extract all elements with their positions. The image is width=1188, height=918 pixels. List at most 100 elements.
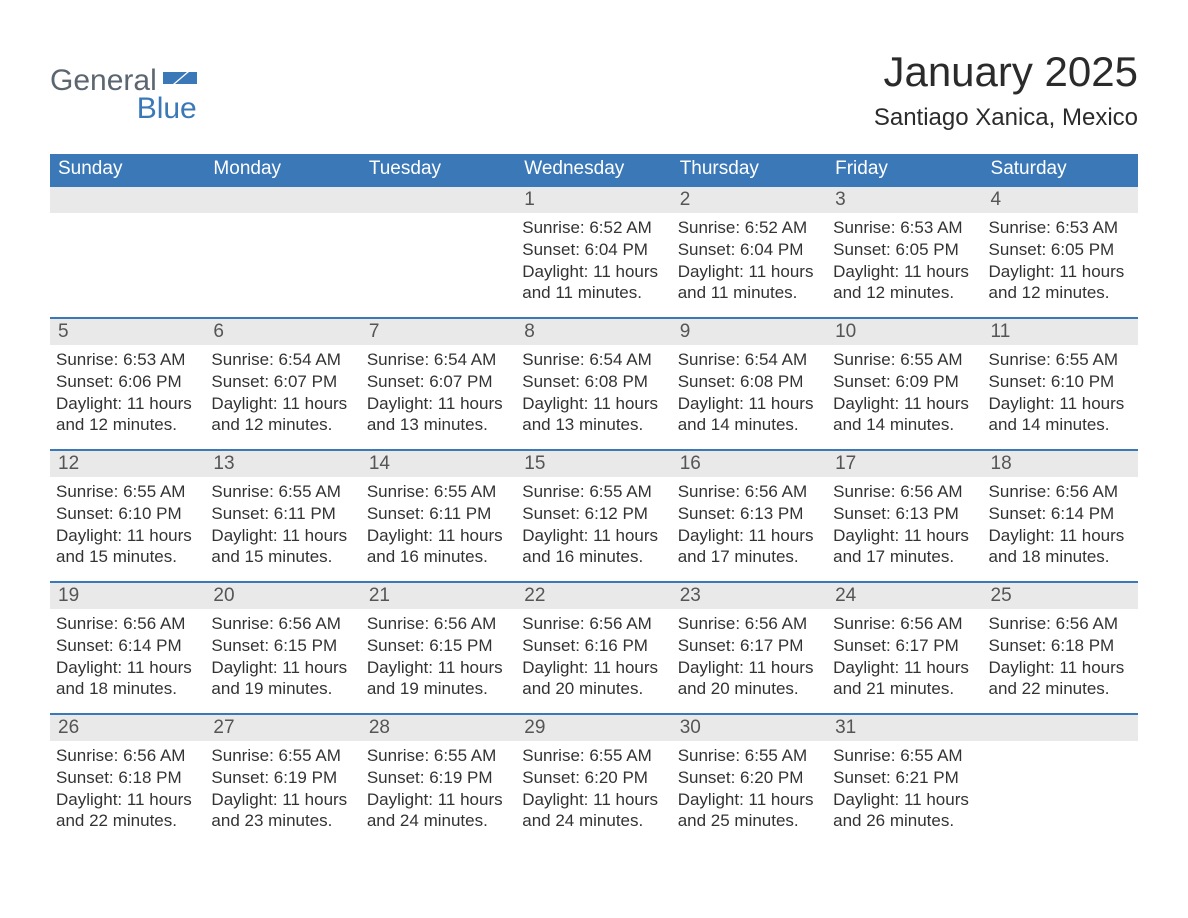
- daylight-text-2: and 22 minutes.: [56, 810, 199, 832]
- day-number: 16: [680, 453, 701, 474]
- day-number: 13: [213, 453, 234, 474]
- day-cell: [205, 187, 360, 317]
- day-number: 12: [58, 453, 79, 474]
- day-body: [56, 213, 199, 217]
- day-body: Sunrise: 6:55 AMSunset: 6:20 PMDaylight:…: [522, 741, 665, 832]
- day-number: 4: [991, 189, 1002, 210]
- sunset-text: Sunset: 6:20 PM: [522, 767, 665, 789]
- daylight-text-2: and 11 minutes.: [522, 282, 665, 304]
- weekday-mon: Monday: [205, 154, 360, 185]
- day-number-row: 14: [361, 451, 516, 477]
- sunset-text: Sunset: 6:10 PM: [989, 371, 1132, 393]
- day-body: Sunrise: 6:53 AMSunset: 6:06 PMDaylight:…: [56, 345, 199, 436]
- day-cell: 12Sunrise: 6:55 AMSunset: 6:10 PMDayligh…: [50, 451, 205, 581]
- logo-word2: Blue: [50, 94, 197, 124]
- day-cell: 30Sunrise: 6:55 AMSunset: 6:20 PMDayligh…: [672, 715, 827, 845]
- day-number-row: 30: [672, 715, 827, 741]
- daylight-text-1: Daylight: 11 hours: [989, 657, 1132, 679]
- day-body: Sunrise: 6:54 AMSunset: 6:08 PMDaylight:…: [678, 345, 821, 436]
- day-body: Sunrise: 6:56 AMSunset: 6:16 PMDaylight:…: [522, 609, 665, 700]
- logo-line1: General: [50, 60, 197, 96]
- daylight-text-2: and 14 minutes.: [989, 414, 1132, 436]
- day-body: Sunrise: 6:53 AMSunset: 6:05 PMDaylight:…: [989, 213, 1132, 304]
- day-number-row: 28: [361, 715, 516, 741]
- day-cell: 7Sunrise: 6:54 AMSunset: 6:07 PMDaylight…: [361, 319, 516, 449]
- sunset-text: Sunset: 6:13 PM: [678, 503, 821, 525]
- day-cell: 29 Sunrise: 6:55 AMSunset: 6:20 PMDayligh…: [516, 715, 671, 845]
- daylight-text-2: and 14 minutes.: [678, 414, 821, 436]
- day-body: Sunrise: 6:56 AMSunset: 6:17 PMDaylight:…: [833, 609, 976, 700]
- sunrise-text: Sunrise: 6:55 AM: [522, 481, 665, 503]
- day-cell: 24Sunrise: 6:56 AMSunset: 6:17 PMDayligh…: [827, 583, 982, 713]
- daylight-text-1: Daylight: 11 hours: [211, 657, 354, 679]
- daylight-text-2: and 14 minutes.: [833, 414, 976, 436]
- daylight-text-2: and 20 minutes.: [522, 678, 665, 700]
- sunrise-text: Sunrise: 6:55 AM: [833, 745, 976, 767]
- day-number: [991, 717, 996, 738]
- daylight-text-1: Daylight: 11 hours: [833, 261, 976, 283]
- day-cell: 17Sunrise: 6:56 AMSunset: 6:13 PMDayligh…: [827, 451, 982, 581]
- day-cell: 18Sunrise: 6:56 AMSunset: 6:14 PMDayligh…: [983, 451, 1138, 581]
- sunset-text: Sunset: 6:14 PM: [56, 635, 199, 657]
- daylight-text-2: and 12 minutes.: [833, 282, 976, 304]
- sunrise-text: Sunrise: 6:54 AM: [367, 349, 510, 371]
- day-body: Sunrise: 6:55 AMSunset: 6:11 PMDaylight:…: [211, 477, 354, 568]
- day-body: Sunrise: 6:54 AMSunset: 6:08 PMDaylight:…: [522, 345, 665, 436]
- sunrise-text: Sunrise: 6:55 AM: [367, 745, 510, 767]
- day-number: [213, 189, 218, 210]
- day-cell: 11Sunrise: 6:55 AMSunset: 6:10 PMDayligh…: [983, 319, 1138, 449]
- daylight-text-2: and 15 minutes.: [211, 546, 354, 568]
- day-number-row: 23: [672, 583, 827, 609]
- sunset-text: Sunset: 6:21 PM: [833, 767, 976, 789]
- day-number: 21: [369, 585, 390, 606]
- day-cell: 19Sunrise: 6:56 AMSunset: 6:14 PMDayligh…: [50, 583, 205, 713]
- day-number-row: 24: [827, 583, 982, 609]
- day-number-row: [361, 187, 516, 213]
- day-number: 1: [524, 189, 535, 210]
- sunrise-text: Sunrise: 6:55 AM: [367, 481, 510, 503]
- day-cell: 8Sunrise: 6:54 AMSunset: 6:08 PMDaylight…: [516, 319, 671, 449]
- week-row: 19Sunrise: 6:56 AMSunset: 6:14 PMDayligh…: [50, 581, 1138, 713]
- daylight-text-2: and 16 minutes.: [367, 546, 510, 568]
- day-body: Sunrise: 6:55 AMSunset: 6:21 PMDaylight:…: [833, 741, 976, 832]
- calendar-page: General Blue January 2025 Santiago Xanic…: [0, 0, 1188, 885]
- day-number: 30: [680, 717, 701, 738]
- daylight-text-1: Daylight: 11 hours: [833, 657, 976, 679]
- sunrise-text: Sunrise: 6:54 AM: [522, 349, 665, 371]
- daylight-text-2: and 23 minutes.: [211, 810, 354, 832]
- sunrise-text: Sunrise: 6:56 AM: [678, 613, 821, 635]
- sunrise-text: Sunrise: 6:55 AM: [678, 745, 821, 767]
- day-cell: 4 Sunrise: 6:53 AMSunset: 6:05 PMDaylight…: [983, 187, 1138, 317]
- day-number: 15: [524, 453, 545, 474]
- day-cell: 9Sunrise: 6:54 AMSunset: 6:08 PMDaylight…: [672, 319, 827, 449]
- day-cell: [361, 187, 516, 317]
- daylight-text-2: and 13 minutes.: [367, 414, 510, 436]
- week-row: 26Sunrise: 6:56 AMSunset: 6:18 PMDayligh…: [50, 713, 1138, 845]
- daylight-text-2: and 17 minutes.: [833, 546, 976, 568]
- day-body: Sunrise: 6:53 AMSunset: 6:05 PMDaylight:…: [833, 213, 976, 304]
- month-title: January 2025: [874, 48, 1138, 96]
- daylight-text-2: and 12 minutes.: [56, 414, 199, 436]
- day-body: Sunrise: 6:56 AMSunset: 6:14 PMDaylight:…: [989, 477, 1132, 568]
- day-number-row: 20: [205, 583, 360, 609]
- daylight-text-1: Daylight: 11 hours: [678, 525, 821, 547]
- day-number-row: [50, 187, 205, 213]
- day-number: 14: [369, 453, 390, 474]
- day-body: Sunrise: 6:55 AMSunset: 6:19 PMDaylight:…: [367, 741, 510, 832]
- sunrise-text: Sunrise: 6:53 AM: [833, 217, 976, 239]
- day-number-row: 2: [672, 187, 827, 213]
- daylight-text-1: Daylight: 11 hours: [211, 525, 354, 547]
- daylight-text-1: Daylight: 11 hours: [56, 393, 199, 415]
- day-number-row: 16: [672, 451, 827, 477]
- weekday-tue: Tuesday: [361, 154, 516, 185]
- day-cell: 16Sunrise: 6:56 AMSunset: 6:13 PMDayligh…: [672, 451, 827, 581]
- logo: General Blue: [50, 48, 197, 124]
- daylight-text-2: and 15 minutes.: [56, 546, 199, 568]
- daylight-text-1: Daylight: 11 hours: [522, 261, 665, 283]
- day-number-row: 17: [827, 451, 982, 477]
- day-number-row: 7: [361, 319, 516, 345]
- day-number: 26: [58, 717, 79, 738]
- day-cell: 27Sunrise: 6:55 AMSunset: 6:19 PMDayligh…: [205, 715, 360, 845]
- sunrise-text: Sunrise: 6:56 AM: [522, 613, 665, 635]
- day-number: 29: [524, 717, 545, 738]
